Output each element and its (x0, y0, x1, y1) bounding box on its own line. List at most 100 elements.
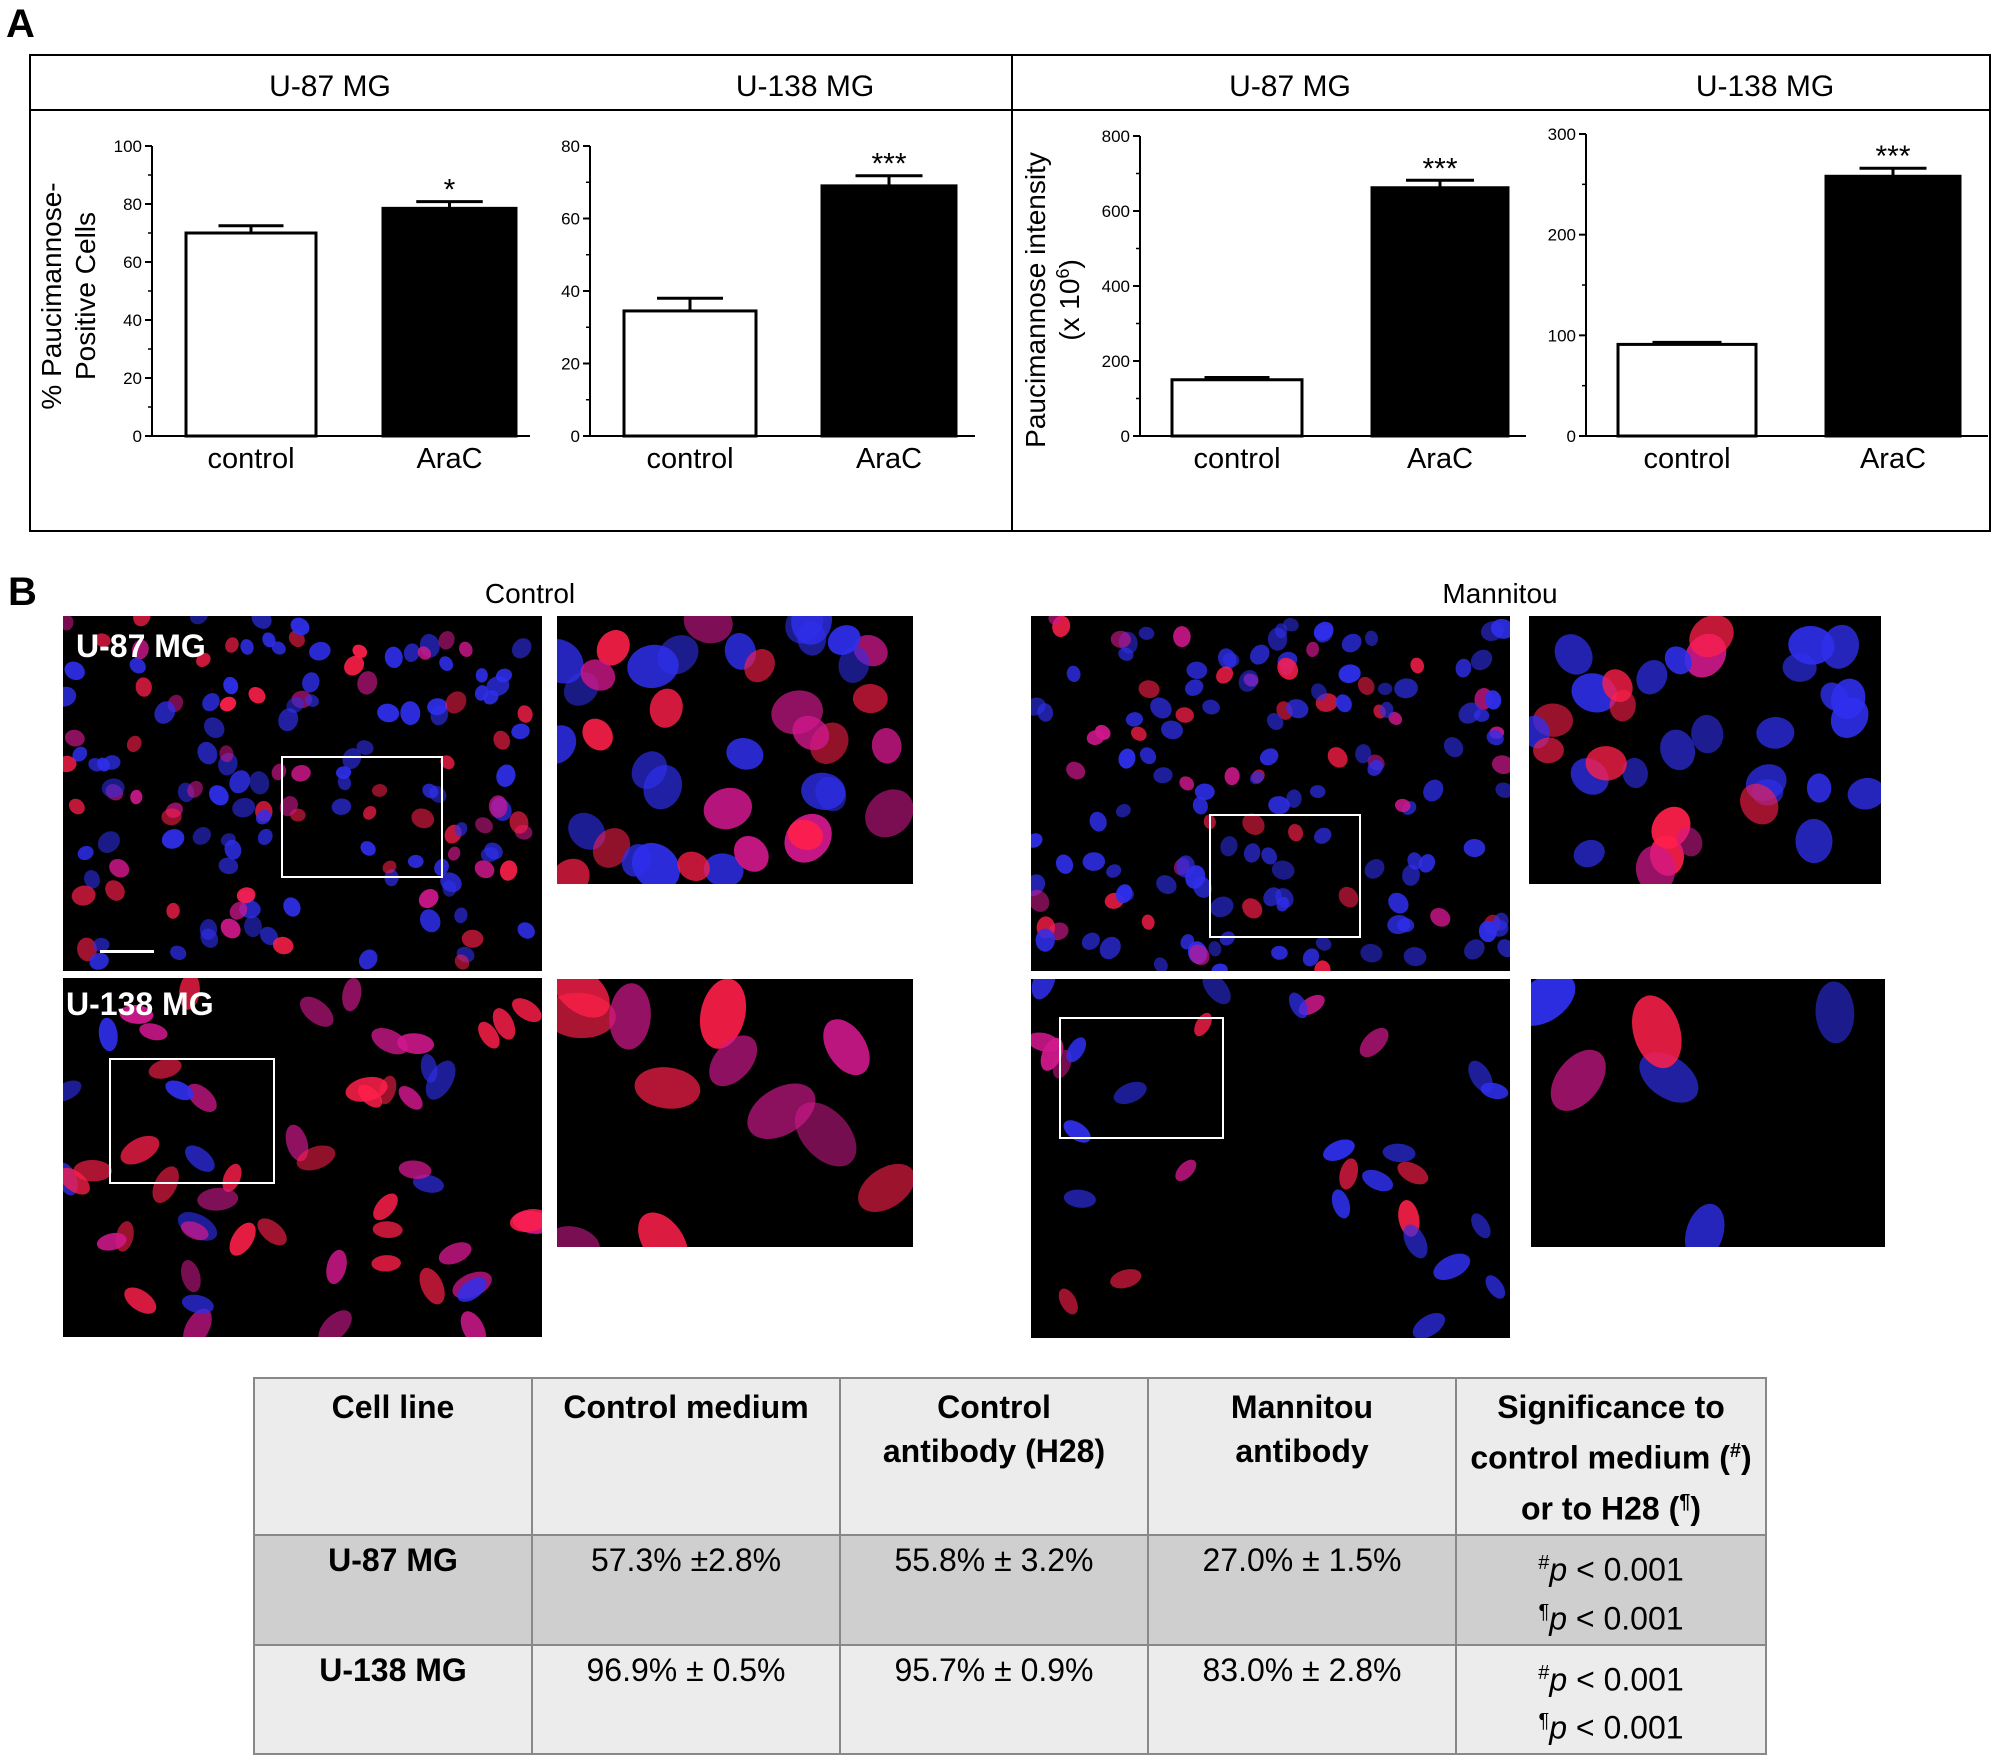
cell-nucleus (454, 822, 468, 837)
cell-nucleus (344, 655, 365, 676)
header-significance-line2: control medium (#) (1470, 1439, 1752, 1476)
cell-nucleus (1315, 936, 1332, 951)
cell-nucleus (557, 725, 577, 764)
cell-nucleus (1302, 948, 1320, 967)
cell-nucleus (1118, 748, 1136, 769)
cell-nucleus (425, 1060, 456, 1100)
zoom-region-box (281, 756, 443, 878)
cell-nucleus (794, 1102, 857, 1167)
chart-frame-right (1011, 54, 1991, 532)
cell-nucleus (787, 819, 823, 851)
cell-nucleus (1382, 1143, 1416, 1163)
cell-nucleus (1238, 669, 1259, 692)
cell-nucleus (72, 746, 88, 762)
cell-nucleus (1267, 627, 1288, 651)
y-tick-label: 200 (1548, 226, 1576, 245)
cell-nucleus (180, 1259, 201, 1293)
cell-nucleus (1357, 676, 1375, 695)
cell-nucleus (1131, 726, 1147, 741)
cell-nucleus (1327, 747, 1348, 768)
cell-nucleus (187, 780, 203, 798)
cell-nucleus (1086, 730, 1105, 746)
cell-nucleus (1031, 833, 1043, 848)
cell-nucleus (1338, 664, 1361, 684)
significance-value: #p < 0.001 ¶p < 0.001 (1455, 1534, 1767, 1646)
cell-nucleus (1219, 931, 1235, 946)
y-tick-label: 60 (561, 210, 580, 229)
cell-nucleus (733, 835, 769, 872)
cell-nucleus (1367, 759, 1384, 776)
cell-nucleus (255, 809, 272, 825)
cell-nucleus (63, 755, 77, 773)
cell-nucleus (1099, 936, 1121, 960)
y-tick-label: 0 (1121, 427, 1130, 446)
cell-nucleus (1433, 1253, 1471, 1281)
cell-nucleus (1125, 712, 1144, 727)
cell-nucleus (222, 1163, 242, 1193)
cell-nucleus (557, 858, 590, 884)
group-header-1: U-87 MG (269, 70, 391, 103)
cell-nucleus (1261, 847, 1278, 865)
cell-nucleus (557, 992, 616, 1039)
cell-nucleus (744, 649, 775, 683)
cell-nucleus (1275, 888, 1294, 908)
cell-nucleus (517, 922, 535, 939)
micrograph-u87-control-zoom (557, 616, 913, 884)
cell-nucleus (815, 776, 847, 812)
cell-nucleus (511, 723, 530, 740)
cell-nucleus (1156, 875, 1177, 895)
cell-nucleus (1815, 981, 1855, 1044)
y-tick-label: 60 (123, 253, 142, 272)
y-axis-label: % Paucimannose- Positive Cells (36, 182, 101, 409)
cell-nucleus (1338, 886, 1359, 908)
cell-nucleus (1176, 855, 1195, 878)
cell-nucleus (1224, 767, 1240, 786)
cell-nucleus (1379, 701, 1394, 718)
cell-nucleus (101, 778, 125, 798)
x-category-label: AraC (1407, 443, 1473, 475)
cell-nucleus (1189, 944, 1210, 966)
cell-nucleus (84, 870, 101, 889)
cell-nucleus (342, 748, 362, 770)
cell-nucleus (384, 646, 403, 669)
bar-control (184, 231, 318, 438)
cell-nucleus (823, 1019, 870, 1076)
significance-marker: *** (1875, 140, 1910, 173)
micrograph-u87-mannitou (1031, 616, 1510, 971)
table-row: U-87 MG 57.3% ±2.8% 55.8% ± 3.2% 27.0% ±… (253, 1534, 1767, 1646)
cell-nucleus (1138, 680, 1160, 699)
cell-nucleus (105, 880, 125, 901)
cell-nucleus (1484, 690, 1502, 710)
cell-nucleus (291, 765, 311, 782)
micrograph-u87-control (63, 616, 542, 971)
cell-nucleus (771, 690, 823, 735)
cell-nucleus (1480, 621, 1504, 641)
micrograph-canvas (63, 616, 535, 970)
y-tick-label: 600 (1102, 202, 1130, 221)
cell-nucleus (1795, 818, 1833, 864)
cell-nucleus (161, 808, 182, 826)
cell-nucleus (438, 631, 455, 650)
significance-marker: *** (1422, 152, 1457, 185)
y-tick-label: 20 (123, 369, 142, 388)
cell-nucleus (1242, 898, 1263, 919)
cell-nucleus (135, 677, 152, 697)
cell-nucleus (63, 616, 74, 631)
cell-nucleus (1081, 932, 1100, 950)
cell-nucleus (1066, 1037, 1087, 1063)
y-axis-label-line: Positive Cells (70, 212, 101, 380)
y-axis-label: Paucimannose intensity (x 106) (1020, 152, 1085, 448)
cell-nucleus (1309, 785, 1326, 799)
cell-nucleus (1314, 827, 1332, 844)
header-significance-line3: or to H28 (¶) (1520, 1490, 1701, 1527)
cell-nucleus (1418, 854, 1436, 873)
cell-nucleus (97, 831, 120, 853)
y-tick-label: 200 (1102, 352, 1130, 371)
zoom-region-box (109, 1058, 275, 1184)
cell-nucleus (223, 676, 239, 695)
cell-nucleus (582, 718, 613, 751)
header-control-medium: Control medium (531, 1376, 841, 1537)
cell-nucleus (358, 949, 378, 970)
cell-nucleus (77, 937, 97, 962)
cell-nucleus (64, 661, 85, 681)
